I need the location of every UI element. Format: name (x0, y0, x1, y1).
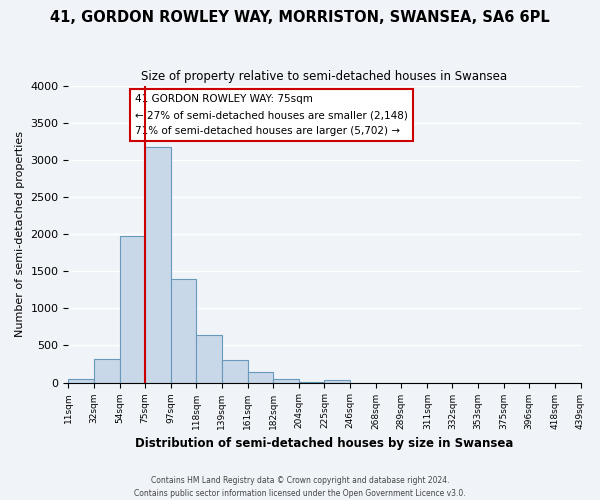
Bar (120, 236, 145, 382)
Bar (68, 379, 94, 382)
Text: 41, GORDON ROWLEY WAY, MORRISTON, SWANSEA, SA6 6PL: 41, GORDON ROWLEY WAY, MORRISTON, SWANSE… (50, 10, 550, 25)
Bar (325, 380, 350, 382)
Text: 41 GORDON ROWLEY WAY: 75sqm
← 27% of semi-detached houses are smaller (2,148)
71: 41 GORDON ROWLEY WAY: 75sqm ← 27% of sem… (135, 94, 408, 136)
Bar (94, 359, 120, 382)
Bar (221, 360, 248, 382)
Bar (248, 372, 273, 382)
Text: Contains HM Land Registry data © Crown copyright and database right 2024.
Contai: Contains HM Land Registry data © Crown c… (134, 476, 466, 498)
Bar (273, 379, 299, 382)
X-axis label: Distribution of semi-detached houses by size in Swansea: Distribution of semi-detached houses by … (135, 437, 514, 450)
Bar (145, 147, 172, 382)
Bar (196, 335, 221, 382)
Y-axis label: Number of semi-detached properties: Number of semi-detached properties (15, 131, 25, 337)
Title: Size of property relative to semi-detached houses in Swansea: Size of property relative to semi-detach… (142, 70, 508, 83)
Bar (172, 278, 196, 382)
